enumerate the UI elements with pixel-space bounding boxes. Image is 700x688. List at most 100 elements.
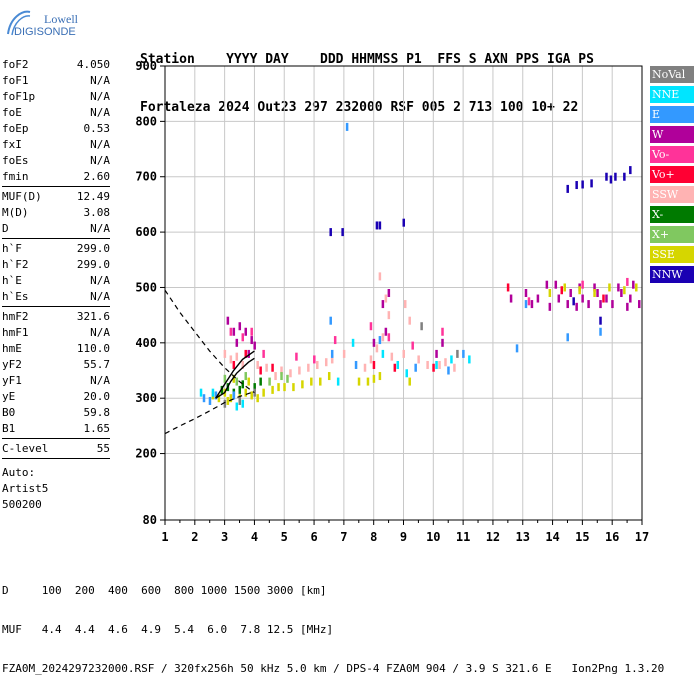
data-point-ssw — [316, 360, 319, 369]
data-point-x — [220, 385, 224, 394]
data-point-w — [372, 338, 376, 347]
param-label: B1 — [2, 422, 16, 435]
data-point-ssw — [223, 349, 227, 358]
data-point-x — [244, 372, 247, 381]
data-point-sse — [247, 377, 250, 386]
param-label: foF1p — [2, 90, 36, 103]
param-label: foE — [2, 106, 22, 119]
data-point-ssw — [241, 360, 245, 369]
data-point-nne — [211, 388, 215, 397]
data-point-sse — [232, 374, 236, 383]
data-point-vo — [393, 363, 397, 372]
data-point-e — [462, 349, 465, 358]
data-point-sse — [283, 383, 286, 392]
data-point-w — [387, 289, 391, 297]
data-point-ssw — [381, 333, 385, 342]
y-tick-label: 700 — [135, 170, 157, 184]
param-label: foEp — [2, 122, 29, 135]
param-row: h`F 299.0 — [2, 241, 110, 257]
param-label: foF2 — [2, 58, 29, 71]
data-point-e — [208, 396, 212, 405]
data-point-vo — [372, 360, 376, 369]
data-point-ssw — [265, 363, 268, 372]
data-point-sse — [608, 283, 611, 292]
param-value: N/A — [90, 90, 110, 103]
data-point-ssw — [307, 363, 310, 372]
footer-distance-row: D 100 200 400 600 800 1000 1500 3000 [km… — [2, 584, 327, 597]
param-row: hmE 110.0 — [2, 341, 110, 357]
x-tick-label: 7 — [340, 530, 347, 544]
ionogram-chart: 1 2 3 4 5 6 7 8 9 10 11 12 13 14 15 16 17802003004005006… — [135, 59, 649, 544]
data-point-w — [566, 300, 569, 309]
density-profile-curve — [215, 350, 255, 399]
param-value: N/A — [90, 74, 110, 87]
data-point-sse — [292, 383, 295, 392]
data-point-vo — [441, 327, 444, 336]
data-point-ssw — [363, 363, 367, 372]
data-point-x — [280, 372, 283, 381]
data-point-vo — [333, 336, 337, 345]
data-point-x — [238, 385, 242, 394]
data-point-x — [259, 377, 262, 386]
param-label: yF2 — [2, 358, 22, 371]
y-tick-label: 80 — [143, 513, 157, 527]
o-trace-curve — [215, 357, 255, 399]
grid — [164, 65, 643, 521]
data-point-ssw — [403, 300, 407, 309]
data-point-nnw — [623, 172, 626, 181]
param-label: h`F — [2, 242, 22, 255]
data-point-ssw — [235, 352, 239, 361]
data-point-e — [214, 391, 218, 400]
data-point-sse — [327, 372, 331, 381]
param-value: N/A — [90, 154, 110, 167]
data-point-ssw — [444, 358, 447, 367]
y-tick-label: 300 — [135, 391, 157, 405]
data-point-w — [441, 338, 444, 347]
param-label: yF1 — [2, 374, 22, 387]
param-row: fmin 2.60 — [2, 169, 110, 185]
param-value: N/A — [90, 138, 110, 151]
y-tick-label: 800 — [135, 114, 157, 128]
data-point-sse — [310, 377, 313, 386]
logo-product: DIGISONDE — [14, 26, 76, 38]
data-point-noval — [456, 349, 459, 358]
data-point-sse — [378, 372, 382, 381]
data-point-vo — [262, 349, 265, 358]
data-point-x — [241, 380, 245, 389]
x-tick-label: 12 — [486, 530, 500, 544]
data-point-w — [581, 294, 584, 303]
data-point-x — [253, 383, 256, 392]
param-row: MUF(D) 12.49 — [2, 189, 110, 205]
profile-lower-dashed — [164, 391, 255, 435]
x-tick-label: 5 — [281, 530, 288, 544]
data-point-nne — [235, 402, 239, 411]
data-point-ssw — [417, 355, 420, 364]
data-point-ssw — [390, 352, 394, 361]
x-tick-label: 11 — [456, 530, 470, 544]
param-label: B0 — [2, 406, 16, 419]
header-labels: Station YYYY DAY DDD HHMMSS P1 FFS S AXN… — [140, 52, 594, 67]
data-point-w — [575, 302, 578, 311]
data-point-w — [509, 294, 513, 303]
param-label: h`E — [2, 274, 22, 287]
data-point-ssw — [408, 316, 411, 325]
data-point-e — [354, 360, 358, 369]
autoscaling-info: 500200 — [2, 498, 42, 511]
autoscaling-info: Auto: — [2, 466, 36, 479]
data-point-sse — [301, 380, 304, 389]
legend-item-nne: NNE — [650, 86, 694, 103]
data-point-ssw — [384, 294, 388, 303]
data-point-nne — [435, 360, 438, 369]
data-point-w — [545, 280, 549, 289]
param-value: 59.8 — [83, 406, 111, 419]
data-point-w — [244, 327, 247, 336]
data-point-vo — [626, 277, 629, 286]
lowell-digisonde-logo: Lowell DIGISONDE — [4, 4, 84, 44]
param-value: 55 — [96, 442, 110, 455]
data-point-nnw — [572, 297, 575, 306]
data-point-nne — [405, 369, 408, 378]
data-point-nnw — [575, 181, 578, 190]
param-row: yF2 55.7 — [2, 357, 110, 373]
data-point-nne — [450, 355, 453, 364]
data-point-vo — [432, 363, 435, 372]
